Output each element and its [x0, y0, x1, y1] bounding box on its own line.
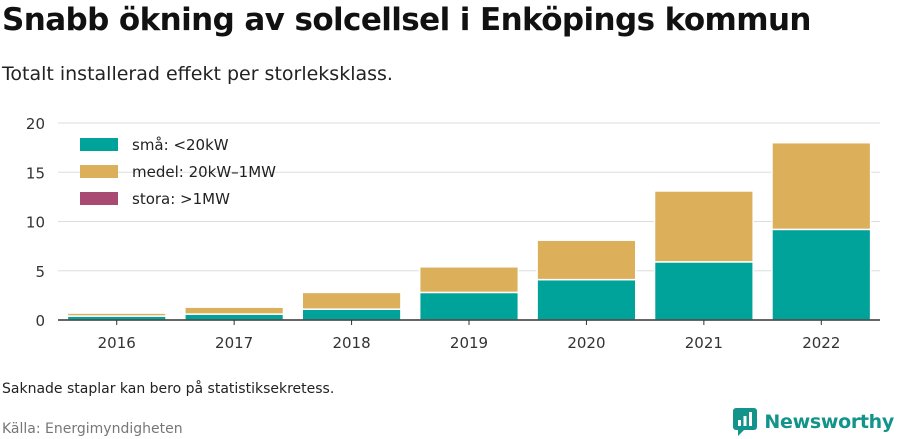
legend-swatch-medium: [80, 165, 118, 178]
legend-label-small: små: <20kW: [132, 136, 229, 154]
source-note: Källa: Energimyndigheten: [2, 421, 183, 437]
y-tick-label: 10: [26, 214, 45, 232]
x-tick-label: 2018: [332, 334, 370, 352]
bar-medium-2019: [418, 266, 520, 294]
bar-medium-2016: [66, 312, 167, 317]
bar-medium-2021: [653, 190, 754, 263]
newsworthy-logo-icon: [733, 408, 758, 436]
bar-medium-2022: [771, 141, 872, 231]
x-tick-label: 2022: [802, 334, 840, 352]
y-tick-label: 0: [35, 312, 45, 330]
bar-medium-2018: [301, 291, 402, 310]
x-tick-label: 2017: [215, 334, 253, 352]
brand-name: Newsworthy: [764, 411, 894, 433]
x-tick-label: 2020: [567, 334, 605, 352]
brand-logo: Newsworthy: [732, 407, 894, 437]
bar-small-2021: [653, 261, 754, 321]
chart-title: Snabb ökning av solcellsel i Enköpings k…: [2, 2, 811, 38]
bar-small-2019: [418, 291, 520, 321]
x-tick-label: 2021: [685, 334, 723, 352]
y-tick-label: 20: [26, 115, 45, 133]
x-tick-label: 2019: [450, 334, 488, 352]
chart-subtitle: Totalt installerad effekt per storlekskl…: [2, 63, 393, 85]
bar-small-2020: [536, 278, 637, 321]
x-tick-label: 2016: [98, 334, 136, 352]
legend-swatch-large: [80, 192, 118, 205]
bar-small-2017: [184, 313, 285, 321]
legend-swatch-small: [80, 138, 118, 151]
footnote: Saknade staplar kan bero på statistiksek…: [2, 381, 335, 397]
bar-small-2022: [771, 228, 872, 321]
bar-small-2018: [301, 308, 402, 321]
y-tick-label: 15: [26, 164, 45, 182]
y-tick-label: 5: [35, 263, 45, 281]
bar-medium-2020: [536, 239, 637, 281]
legend-label-medium: medel: 20kW–1MW: [132, 163, 276, 181]
bar-medium-2017: [184, 306, 285, 315]
legend-label-large: stora: >1MW: [132, 190, 230, 208]
